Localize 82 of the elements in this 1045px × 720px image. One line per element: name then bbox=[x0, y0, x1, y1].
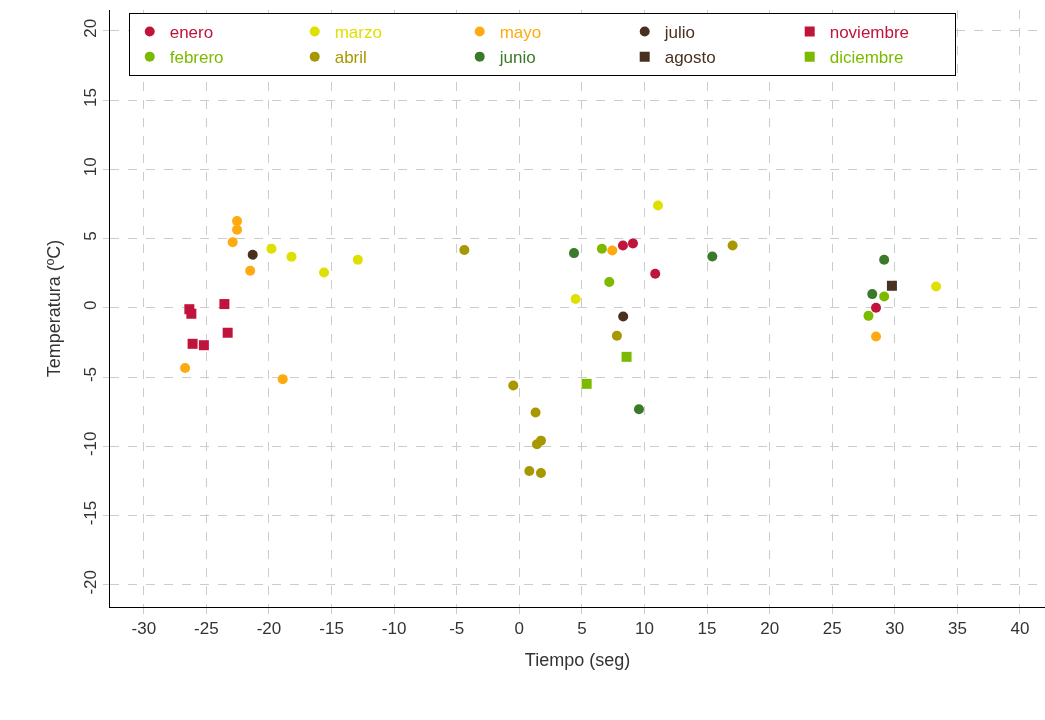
y-axis-title: Temperatura (ºC) bbox=[44, 239, 65, 378]
point bbox=[618, 311, 629, 322]
x-tick-label: -15 bbox=[319, 619, 344, 639]
point bbox=[607, 245, 618, 256]
x-tick-label: -25 bbox=[194, 619, 219, 639]
x-tick-label: -30 bbox=[131, 619, 157, 639]
x-tick-label: 40 bbox=[1010, 619, 1030, 639]
point bbox=[570, 294, 581, 305]
point bbox=[627, 238, 638, 249]
point bbox=[879, 254, 890, 265]
point bbox=[459, 245, 470, 256]
point bbox=[871, 331, 882, 342]
x-tick-label: 5 bbox=[577, 619, 587, 639]
x-tick-label: 10 bbox=[635, 619, 654, 639]
point bbox=[611, 330, 622, 341]
y-tick-label: 20 bbox=[81, 18, 101, 38]
x-tick-label: -10 bbox=[381, 619, 407, 639]
point bbox=[180, 362, 191, 373]
legend-label: junio bbox=[498, 48, 536, 68]
point bbox=[227, 237, 238, 248]
point bbox=[186, 308, 197, 319]
legend-label: marzo bbox=[334, 23, 382, 43]
y-tick-label: -10 bbox=[81, 431, 101, 457]
y-tick-label: 5 bbox=[81, 231, 101, 241]
point bbox=[652, 200, 663, 211]
point bbox=[531, 439, 542, 450]
x-tick-label: 35 bbox=[947, 619, 967, 639]
point bbox=[232, 224, 243, 235]
point bbox=[596, 243, 607, 254]
point bbox=[569, 248, 579, 259]
point bbox=[727, 240, 738, 251]
y-tick-label: 10 bbox=[81, 157, 101, 177]
point bbox=[222, 327, 233, 338]
point bbox=[707, 251, 718, 262]
point bbox=[247, 249, 258, 260]
legend-label: abril bbox=[334, 48, 367, 68]
point bbox=[524, 465, 535, 476]
x-tick-label: -20 bbox=[256, 619, 282, 639]
x-tick-label: 30 bbox=[885, 619, 905, 639]
point bbox=[633, 404, 644, 415]
point bbox=[508, 380, 519, 391]
legend-label: mayo bbox=[499, 23, 542, 43]
point bbox=[879, 291, 890, 302]
point bbox=[871, 302, 882, 313]
point bbox=[266, 243, 277, 254]
y-tick-label: 15 bbox=[81, 88, 101, 107]
point bbox=[319, 267, 330, 278]
legend-label: noviembre bbox=[829, 23, 910, 43]
point bbox=[867, 289, 878, 300]
y-tick-label: 0 bbox=[81, 300, 101, 310]
point bbox=[617, 240, 628, 251]
y-tick-label: -20 bbox=[81, 570, 101, 595]
legend-label: agosto bbox=[664, 48, 716, 68]
y-tick-label: -5 bbox=[81, 366, 101, 383]
point bbox=[650, 268, 661, 279]
point bbox=[931, 281, 942, 292]
legend-label: diciembre bbox=[829, 48, 904, 68]
point bbox=[886, 280, 897, 291]
legend-label: febrero bbox=[169, 48, 224, 68]
point bbox=[286, 251, 297, 262]
point bbox=[245, 265, 256, 276]
x-tick-label: 25 bbox=[822, 619, 842, 639]
point bbox=[604, 277, 615, 288]
x-tick-label: 15 bbox=[697, 619, 717, 639]
y-tick-label: -15 bbox=[81, 500, 101, 526]
point bbox=[232, 216, 243, 227]
point bbox=[530, 407, 541, 418]
point bbox=[219, 299, 230, 310]
x-tick-label: 20 bbox=[760, 619, 780, 639]
point bbox=[863, 310, 874, 321]
x-tick-label: 0 bbox=[514, 619, 525, 639]
point bbox=[352, 254, 363, 265]
point bbox=[198, 340, 209, 351]
x-tick-label: -5 bbox=[449, 619, 465, 639]
x-axis-title: Tiempo (seg) bbox=[524, 649, 631, 670]
point bbox=[581, 378, 592, 389]
point bbox=[621, 351, 632, 362]
legend-label: enero bbox=[169, 23, 214, 43]
point bbox=[535, 467, 546, 478]
point bbox=[187, 338, 198, 349]
legend-label: julio bbox=[663, 23, 695, 43]
point bbox=[277, 374, 288, 385]
